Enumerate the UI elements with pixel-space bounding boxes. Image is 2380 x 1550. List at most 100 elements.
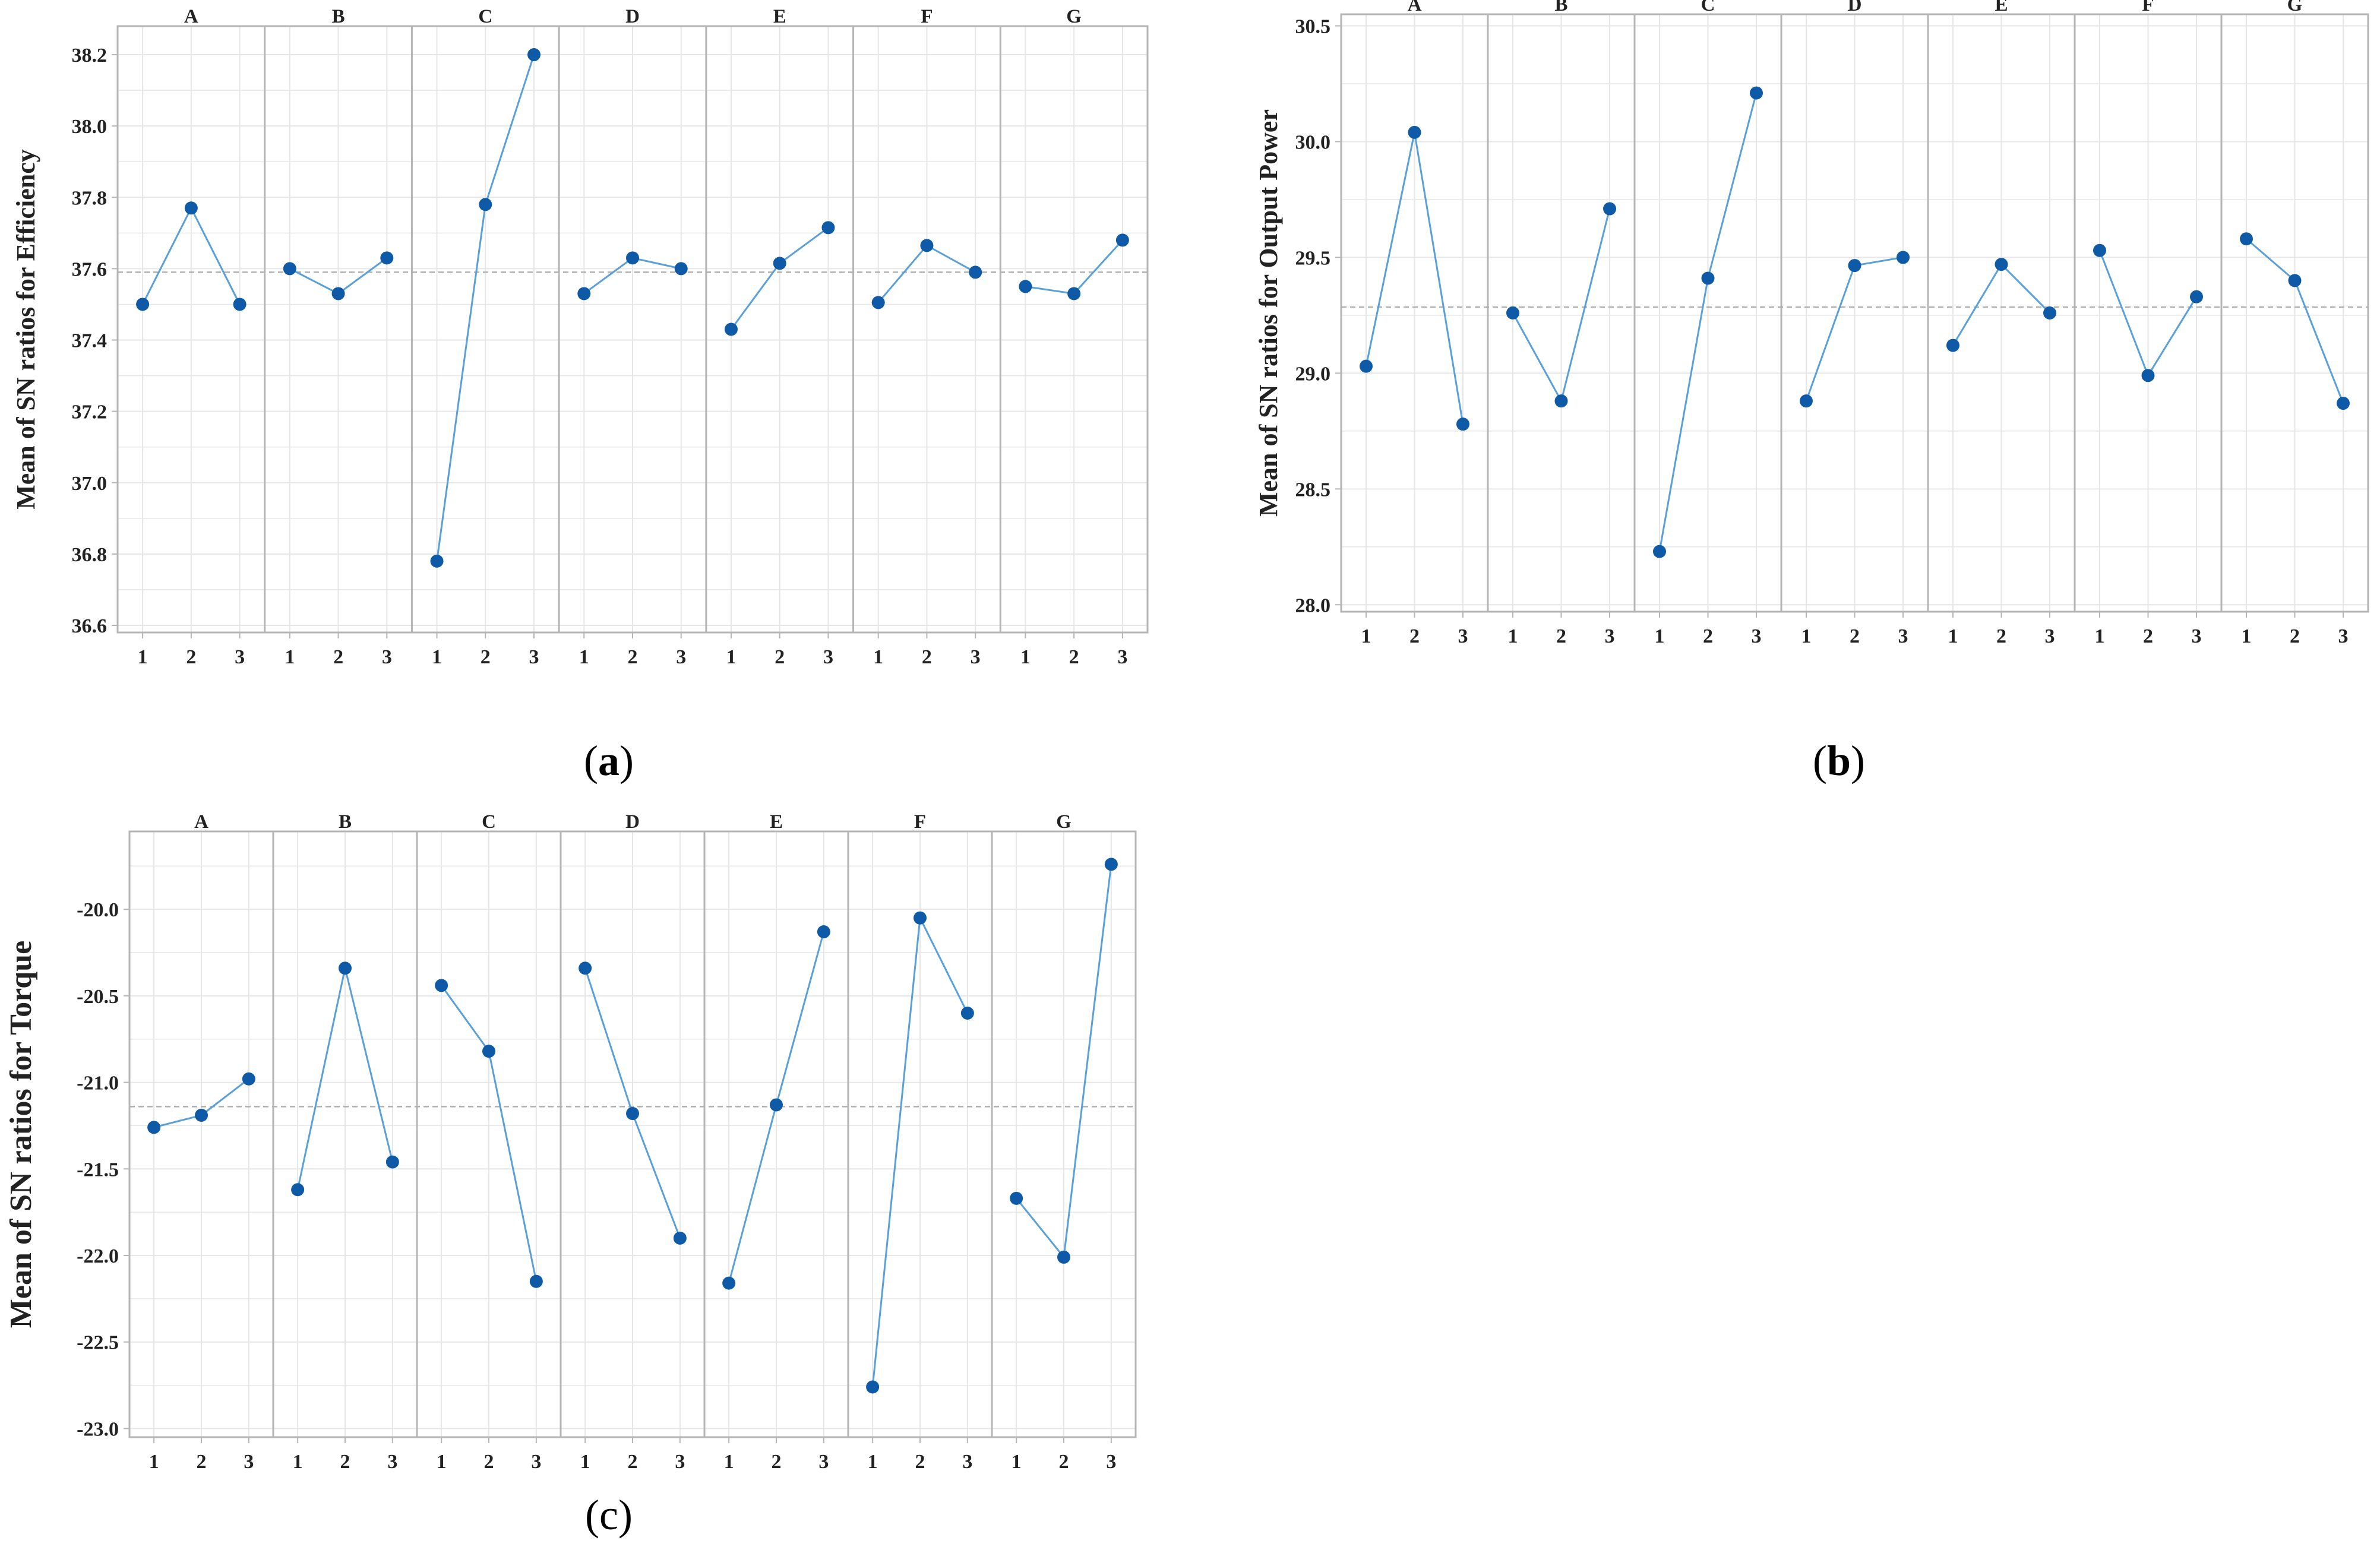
factor-header: A [194,811,208,833]
data-point-D-3 [674,262,688,276]
grid-lines [129,831,1136,1437]
x-tick-label: 2 [340,1451,350,1473]
data-point-E-1 [724,322,738,336]
x-tick-label: 2 [628,646,638,668]
data-point-G-1 [1019,280,1032,293]
data-point-A-2 [195,1108,208,1122]
factor-header: A [1408,0,1422,15]
y-tick-label: 30.0 [1295,131,1331,153]
y-tick-label: -20.0 [77,899,119,921]
x-tick-label: 3 [2338,625,2349,647]
y-tick-label: -20.5 [77,986,119,1008]
x-tick-label: 2 [1409,625,1420,647]
data-point-B-2 [1554,394,1568,408]
data-point-G-2 [2288,274,2302,287]
data-point-E-2 [770,1098,783,1112]
x-tick-label: 3 [244,1451,254,1473]
y-axis-label: Mean of SN ratios for Output Power [1254,109,1283,517]
data-point-C-1 [1652,545,1666,558]
x-tick-label: 1 [437,1451,447,1473]
y-tick-label: 38.0 [72,116,108,138]
data-point-B-1 [291,1183,305,1197]
x-axis: A 1 2 3 B 1 2 3 C 1 2 3 D 1 2 3 E 1 2 3 F 1 2 3 G 1 2 3 [149,811,1117,1473]
chart-efficiency: 36.6 36.8 37.0 37.2 37.4 37.6 37.8 38.0 38.2 Mean… [11,6,1149,668]
x-tick-label: 2 [915,1451,925,1473]
y-tick-label: -21.0 [77,1073,119,1095]
x-tick-label: 1 [2241,625,2251,647]
x-tick-label: 2 [772,1451,782,1473]
data-point-C-3 [527,48,541,62]
x-tick-label: 1 [868,1451,878,1473]
chart-output-power: 28.0 28.5 29.0 29.5 30.0 30.5 Mean of SN ratio… [1254,0,2369,647]
data-point-G-2 [1067,287,1081,300]
x-tick-label: 2 [1850,625,1860,647]
data-point-F-2 [2141,369,2155,382]
x-tick-label: 1 [149,1451,159,1473]
data-point-D-2 [626,251,639,265]
data-point-A-3 [242,1072,255,1086]
data-point-C-3 [529,1274,543,1288]
x-tick-label: 3 [382,646,392,668]
grid-lines [1341,14,2368,612]
x-tick-label: 3 [531,1451,541,1473]
data-point-G-3 [1115,233,1129,247]
data-point-A-1 [1359,359,1373,373]
y-tick-label: -21.5 [77,1159,119,1181]
x-tick-label: 3 [962,1451,972,1473]
x-tick-label: 3 [1106,1451,1116,1473]
factor-header: E [770,811,783,833]
x-tick-label: 1 [579,646,589,668]
factor-header: B [339,811,352,833]
data-point-C-2 [1701,271,1715,285]
data-point-E-3 [2043,306,2057,320]
x-tick-label: 3 [823,646,833,668]
series-group [136,48,1129,568]
data-point-C-1 [435,979,448,992]
x-tick-label: 1 [726,646,736,668]
y-tick-label: 36.8 [72,544,108,566]
factor-header: E [773,6,786,27]
data-point-D-1 [577,287,591,300]
x-tick-label: 3 [971,646,981,668]
data-point-A-3 [233,298,246,311]
x-tick-label: 1 [873,646,883,668]
data-point-E-2 [773,257,786,270]
y-tick-label: -22.0 [77,1245,119,1267]
y-tick-label: 37.2 [72,401,108,423]
factor-header: F [914,811,926,833]
y-axis: 28.0 28.5 29.0 29.5 30.0 30.5 [1295,15,1341,616]
caption-c: (c) [585,1491,633,1539]
y-tick-label: 30.5 [1295,15,1331,37]
data-point-B-1 [283,262,296,276]
data-point-E-2 [1995,258,2008,271]
data-point-F-2 [914,911,927,925]
data-point-C-3 [1750,86,1763,100]
x-tick-label: 1 [1507,625,1518,647]
data-point-E-3 [817,925,830,939]
caption-a: (a) [584,737,634,785]
x-tick-label: 3 [1117,646,1127,668]
factor-header: G [1056,811,1072,833]
data-point-E-3 [821,221,835,235]
data-point-F-1 [866,1380,880,1394]
x-tick-label: 1 [2094,625,2104,647]
data-point-A-2 [184,201,198,215]
y-tick-label: 29.0 [1295,363,1331,385]
factor-header: B [332,6,345,27]
x-tick-label: 2 [186,646,196,668]
x-tick-label: 3 [1458,625,1468,647]
data-point-B-2 [339,961,352,975]
data-point-B-3 [380,251,394,265]
y-tick-label: 28.5 [1295,479,1331,501]
x-tick-label: 2 [197,1451,207,1473]
x-tick-label: 2 [481,646,491,668]
x-tick-label: 1 [1020,646,1031,668]
x-tick-label: 2 [1556,625,1566,647]
y-axis-label: Mean of SN ratios for Torque [4,941,38,1328]
x-tick-label: 3 [1898,625,1908,647]
data-point-F-3 [2190,290,2204,303]
x-tick-label: 2 [333,646,343,668]
data-point-D-2 [626,1107,639,1121]
y-axis: 36.6 36.8 37.0 37.2 37.4 37.6 37.8 38.0 38.2 [72,45,118,637]
